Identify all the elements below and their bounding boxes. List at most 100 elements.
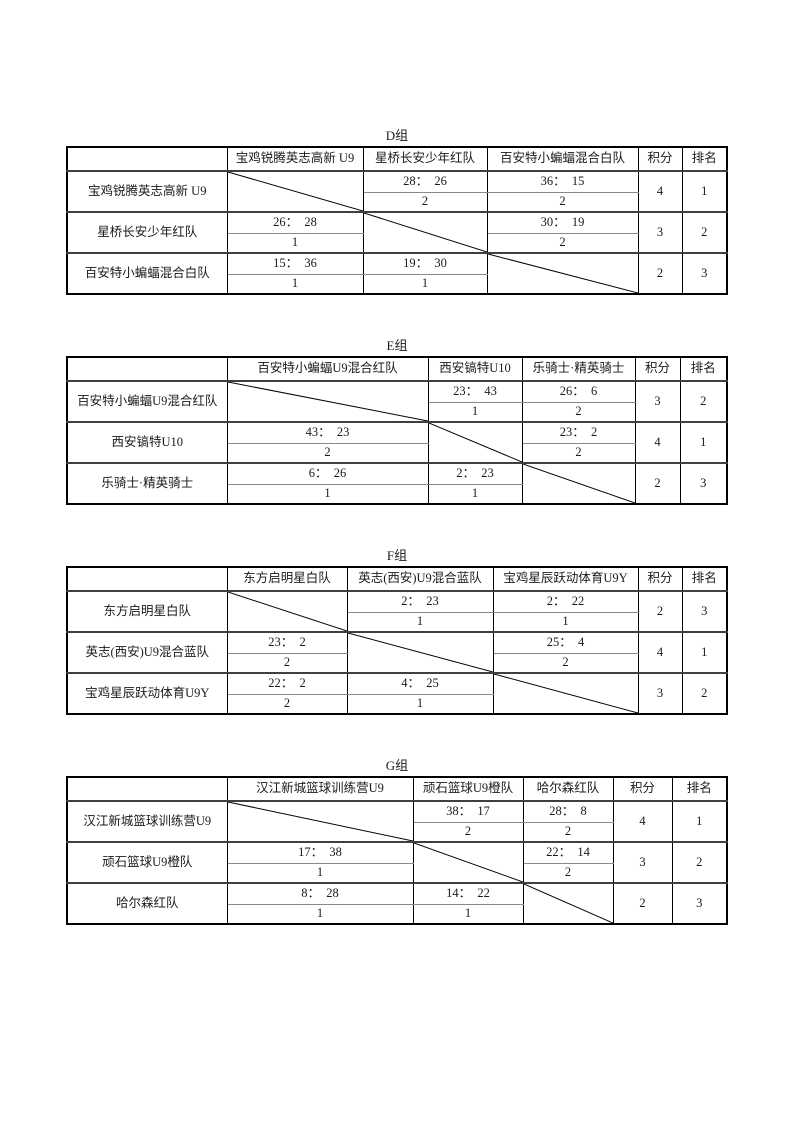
score-cell: 26： 28 [226,211,364,234]
opponent-header: 星桥长安少年红队 [362,146,488,172]
diagonal-line [488,254,638,293]
group-title: G组 [385,758,409,773]
diagonal-line [523,464,635,503]
match-points-cell: 2 [522,821,614,843]
diagonal-cell [226,800,414,843]
group-title: F组 [386,548,408,563]
groups-container: D组 宝鸡锐腾英志高新 U9 星桥长安少年红队 百安特小蝙蝠混合白队 积分 排名 宝鸡锐腾英… [0,127,794,925]
diagonal-cell [412,841,524,884]
group-section: G组 汉江新城篮球训练营U9 顽石篮球U9橙队 哈尔森红队 积分 排名 汉江新城篮球训练营U… [66,757,728,925]
diagonal-cell [522,882,614,925]
corner-cell [66,566,228,592]
score-cell: 2： 23 [346,590,494,613]
opponent-header: 英志(西安)U9混合蓝队 [346,566,494,592]
match-points-cell: 2 [486,191,639,213]
match-points-cell: 2 [226,693,348,715]
opponent-header: 汉江新城篮球训练营U9 [226,776,414,802]
match-points-cell: 1 [226,903,414,925]
diagonal-line [429,423,522,462]
team-name-cell: 宝鸡星辰跃动体育U9Y [66,672,228,715]
score-cell: 26： 6 [521,380,636,403]
rank-header: 排名 [681,566,728,592]
diagonal-cell [226,170,364,213]
team-name-cell: 东方启明星白队 [66,590,228,633]
score-cell: 23： 2 [521,421,636,444]
rank-cell: 3 [679,462,728,505]
diagonal-line [228,592,347,631]
score-cell: 30： 19 [486,211,639,234]
group-section: E组百安特小蝙蝠U9混合红队 西安镐特U10 乐骑士·精英骑士 积分 排名 百安特小蝙蝠U… [66,337,728,505]
diagonal-line [494,674,638,713]
total-points-cell: 2 [612,882,673,925]
match-points-cell: 1 [427,401,523,423]
group-section: F组 东方启明星白队 英志(西安)U9混合蓝队 宝鸡星辰跃动体育U9Y 积分 排名 东方启明… [66,547,728,715]
diagonal-line [228,802,413,841]
rank-header: 排名 [671,776,728,802]
match-points-cell: 1 [412,903,524,925]
group-title: D组 [385,128,409,143]
diagonal-cell [492,672,639,715]
match-points-cell: 1 [226,273,364,295]
total-points-cell: 3 [612,841,673,884]
results-table: 汉江新城篮球训练营U9 顽石篮球U9橙队 哈尔森红队 积分 排名 汉江新城篮球训练营U9 3… [66,776,728,925]
opponent-header: 百安特小蝙蝠U9混合红队 [226,356,429,382]
rank-cell: 3 [671,882,728,925]
total-points-cell: 4 [634,421,681,464]
score-cell: 4： 25 [346,672,494,695]
match-points-cell: 2 [521,401,636,423]
score-cell: 36： 15 [486,170,639,193]
team-name-cell: 宝鸡锐腾英志高新 U9 [66,170,228,213]
results-table: 百安特小蝙蝠U9混合红队 西安镐特U10 乐骑士·精英骑士 积分 排名 百安特小蝙蝠U9混… [66,356,728,505]
total-points-cell: 2 [637,590,683,633]
points-header: 积分 [634,356,681,382]
score-cell: 43： 23 [226,421,429,444]
match-points-cell: 1 [346,693,494,715]
score-cell: 22： 2 [226,672,348,695]
rank-cell: 3 [681,590,728,633]
group-title: E组 [386,338,408,353]
rank-cell: 1 [681,631,728,674]
rank-cell: 1 [671,800,728,843]
diagonal-line [228,382,428,421]
diagonal-line [364,213,487,252]
opponent-header: 百安特小蝙蝠混合白队 [486,146,639,172]
score-cell: 38： 17 [412,800,524,823]
total-points-cell: 2 [634,462,681,505]
match-points-cell: 1 [362,273,488,295]
diagonal-line [228,172,363,211]
match-points-cell: 2 [412,821,524,843]
team-name-cell: 星桥长安少年红队 [66,211,228,254]
rank-cell: 2 [681,672,728,715]
rank-cell: 2 [681,211,728,254]
team-name-cell: 百安特小蝙蝠U9混合红队 [66,380,228,423]
score-cell: 22： 14 [522,841,614,864]
opponent-header: 乐骑士·精英骑士 [521,356,636,382]
total-points-cell: 3 [637,211,683,254]
score-cell: 28： 8 [522,800,614,823]
score-cell: 25： 4 [492,631,639,654]
match-points-cell: 1 [226,862,414,884]
total-points-cell: 4 [637,170,683,213]
opponent-header: 西安镐特U10 [427,356,523,382]
total-points-cell: 2 [637,252,683,295]
diagonal-cell [226,380,429,423]
score-cell: 2： 22 [492,590,639,613]
match-points-cell: 2 [226,442,429,464]
diagonal-cell [226,590,348,633]
opponent-header: 顽石篮球U9橙队 [412,776,524,802]
match-points-cell: 2 [492,652,639,674]
score-cell: 19： 30 [362,252,488,275]
points-header: 积分 [637,146,683,172]
score-cell: 28： 26 [362,170,488,193]
rank-header: 排名 [681,146,728,172]
opponent-header: 东方启明星白队 [226,566,348,592]
rank-cell: 3 [681,252,728,295]
team-name-cell: 英志(西安)U9混合蓝队 [66,631,228,674]
match-points-cell: 2 [521,442,636,464]
diagonal-cell [486,252,639,295]
match-points-cell: 2 [522,862,614,884]
score-cell: 2： 23 [427,462,523,485]
match-points-cell: 1 [226,232,364,254]
team-name-cell: 西安镐特U10 [66,421,228,464]
